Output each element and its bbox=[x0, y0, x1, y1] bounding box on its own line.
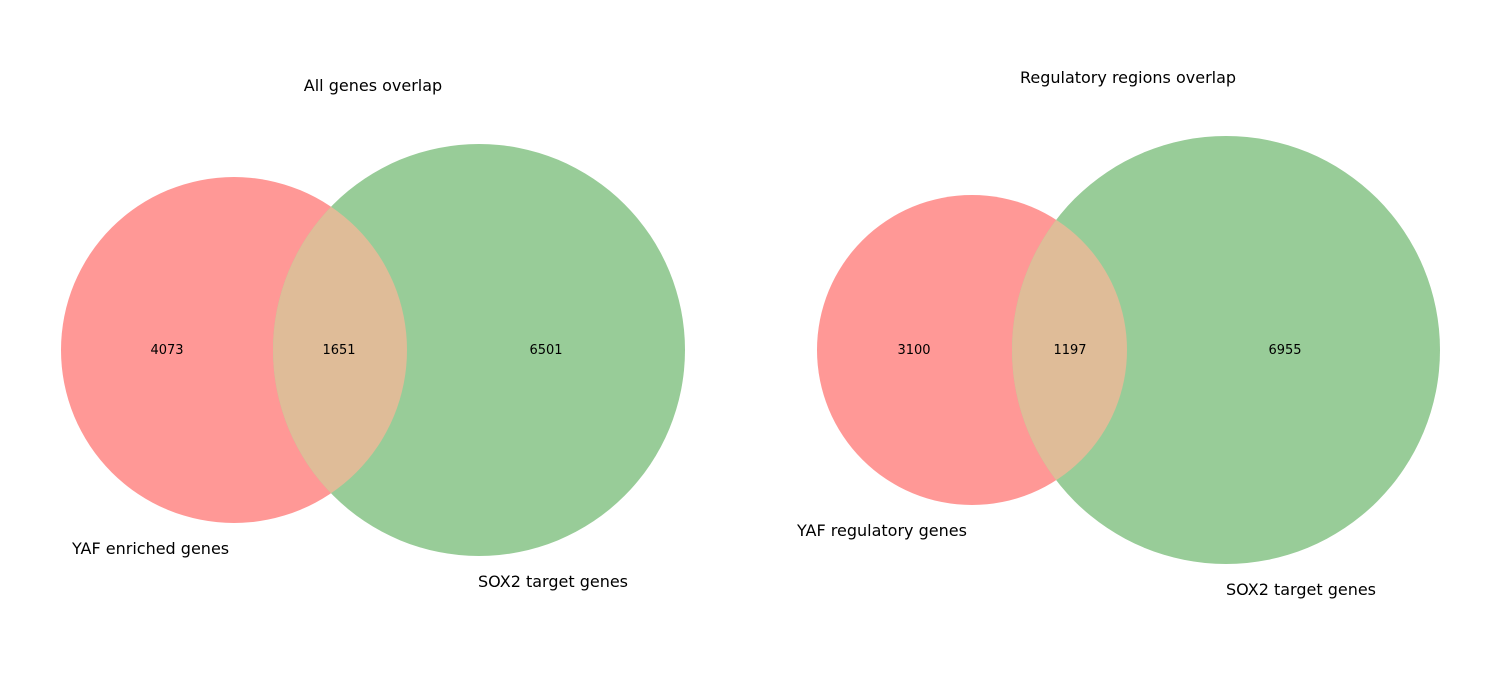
overlap-count: 1197 bbox=[1053, 343, 1086, 358]
set-a-only-count: 4073 bbox=[150, 343, 183, 358]
set-b-circle bbox=[1012, 136, 1440, 564]
set-b-label: SOX2 target genes bbox=[478, 572, 628, 591]
set-a-only-count: 3100 bbox=[897, 343, 930, 358]
overlap-count: 1651 bbox=[322, 343, 355, 358]
panel-title: Regulatory regions overlap bbox=[1020, 68, 1236, 87]
set-b-label: SOX2 target genes bbox=[1226, 580, 1376, 599]
set-b-only-count: 6501 bbox=[529, 343, 562, 358]
set-a-label: YAF enriched genes bbox=[71, 539, 229, 558]
set-b-only-count: 6955 bbox=[1268, 343, 1301, 358]
venn-panel-regulatory-regions: Regulatory regions overlap 3100 1197 695… bbox=[796, 68, 1440, 599]
set-a-label: YAF regulatory genes bbox=[796, 521, 967, 540]
panel-title: All genes overlap bbox=[304, 76, 442, 95]
set-b-circle bbox=[273, 144, 685, 556]
venn-panel-all-genes: All genes overlap 4073 1651 6501 YAF enr… bbox=[61, 76, 685, 591]
